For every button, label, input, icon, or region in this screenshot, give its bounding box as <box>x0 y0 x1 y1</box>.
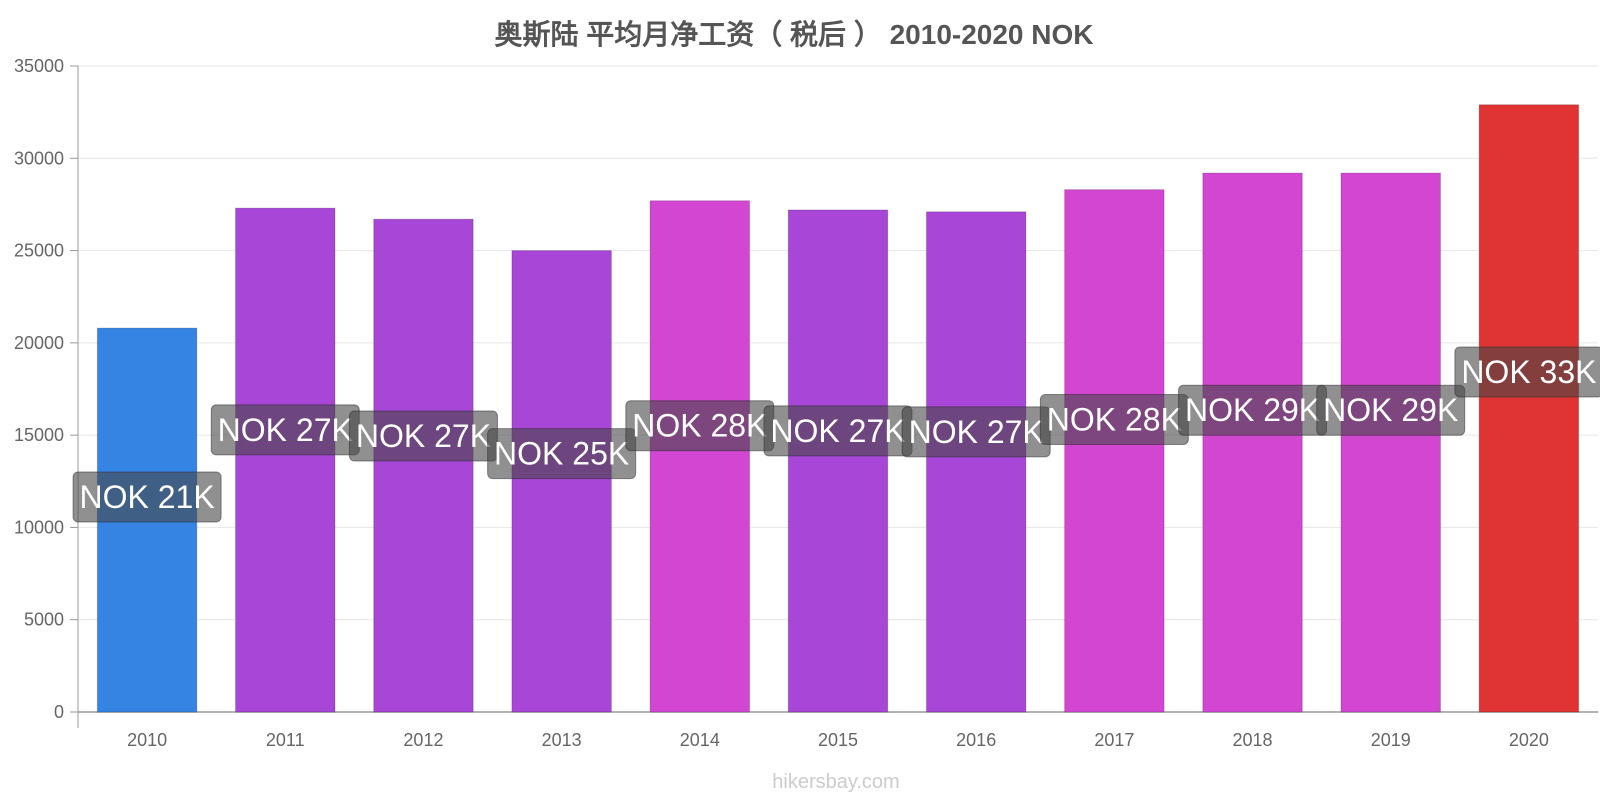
data-label-2011: NOK 27K <box>218 412 353 448</box>
y-tick-label: 5000 <box>24 610 64 630</box>
bar-2011 <box>235 207 336 713</box>
data-label-2014: NOK 28K <box>632 408 767 444</box>
data-label-box <box>487 428 637 480</box>
data-label-2018: NOK 29K <box>1185 392 1320 428</box>
data-label-2010: NOK 21K <box>80 479 215 515</box>
x-tick-label: 2010 <box>127 730 167 750</box>
bar-2016 <box>925 211 1027 713</box>
data-label-2017: NOK 28K <box>1047 401 1182 437</box>
x-tick-label: 2012 <box>403 730 443 750</box>
data-label-2020: NOK 33K <box>1461 354 1596 390</box>
x-tick-label: 2018 <box>1233 730 1273 750</box>
x-tick-label: 2020 <box>1509 730 1549 750</box>
x-tick-label: 2016 <box>956 730 996 750</box>
x-tick-label: 2017 <box>1094 730 1134 750</box>
bar-2012 <box>373 218 474 713</box>
data-label-2013: NOK 25K <box>494 436 629 472</box>
data-label-2016: NOK 27K <box>909 414 1044 450</box>
bar-2018 <box>1202 172 1303 713</box>
y-tick-label: 30000 <box>14 148 64 168</box>
chart-title: 奥斯陆 平均月净工资（ 税后 ） 2010-2020 NOK <box>494 18 1093 50</box>
x-tick-label: 2015 <box>818 730 858 750</box>
bar-2014 <box>649 200 751 713</box>
watermark-text: hikersbay.com <box>772 771 899 793</box>
bar-2020 <box>1478 104 1580 713</box>
bar-2015 <box>787 209 889 713</box>
data-label-2012: NOK 27K <box>356 418 491 454</box>
bar-2017 <box>1064 189 1165 713</box>
y-tick-label: 35000 <box>14 56 64 76</box>
data-label-2015: NOK 27K <box>770 413 905 449</box>
data-label-box <box>1454 346 1600 398</box>
y-tick-label: 10000 <box>14 517 64 537</box>
bars <box>96 104 1580 713</box>
data-label-2019: NOK 29K <box>1323 392 1458 428</box>
data-label-box <box>72 471 222 523</box>
y-tick-label: 25000 <box>14 241 64 261</box>
y-tick-label: 0 <box>54 702 64 722</box>
x-tick-label: 2013 <box>542 730 582 750</box>
data-label-box <box>1316 384 1466 436</box>
x-tick-label: 2014 <box>680 730 720 750</box>
x-tick-label: 2011 <box>266 730 305 750</box>
x-tick-label: 2019 <box>1371 730 1411 750</box>
y-tick-label: 15000 <box>14 425 64 445</box>
bar-2013 <box>511 250 612 713</box>
y-tick-label: 20000 <box>14 333 64 353</box>
bar-2019 <box>1340 172 1441 713</box>
